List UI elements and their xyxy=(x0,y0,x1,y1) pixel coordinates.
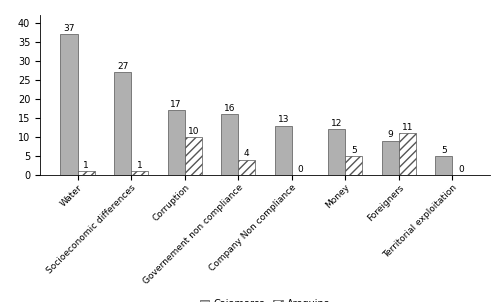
Bar xyxy=(238,160,256,175)
Text: 0: 0 xyxy=(298,165,303,174)
Text: 12: 12 xyxy=(331,119,342,128)
Bar xyxy=(274,126,292,175)
Text: 1: 1 xyxy=(84,161,89,170)
Bar xyxy=(60,34,78,175)
Text: 0: 0 xyxy=(458,165,464,174)
Bar xyxy=(114,72,131,175)
Bar xyxy=(399,133,416,175)
Text: 10: 10 xyxy=(188,127,199,136)
Text: 11: 11 xyxy=(402,123,413,132)
Text: 13: 13 xyxy=(278,115,289,124)
Bar xyxy=(78,171,94,175)
Bar xyxy=(346,156,362,175)
Text: 4: 4 xyxy=(244,149,250,158)
Text: 9: 9 xyxy=(388,130,393,139)
Text: 5: 5 xyxy=(441,146,446,155)
Bar xyxy=(131,171,148,175)
Bar xyxy=(168,110,184,175)
Bar xyxy=(328,130,345,175)
Legend: Cajamarca, Arequipa: Cajamarca, Arequipa xyxy=(196,295,334,302)
Text: 17: 17 xyxy=(170,100,182,109)
Text: 16: 16 xyxy=(224,104,235,113)
Text: 1: 1 xyxy=(137,161,142,170)
Bar xyxy=(382,141,399,175)
Bar xyxy=(436,156,452,175)
Bar xyxy=(221,114,238,175)
Bar xyxy=(184,137,202,175)
Text: 5: 5 xyxy=(351,146,357,155)
Text: 27: 27 xyxy=(117,62,128,71)
Text: 37: 37 xyxy=(64,24,75,33)
